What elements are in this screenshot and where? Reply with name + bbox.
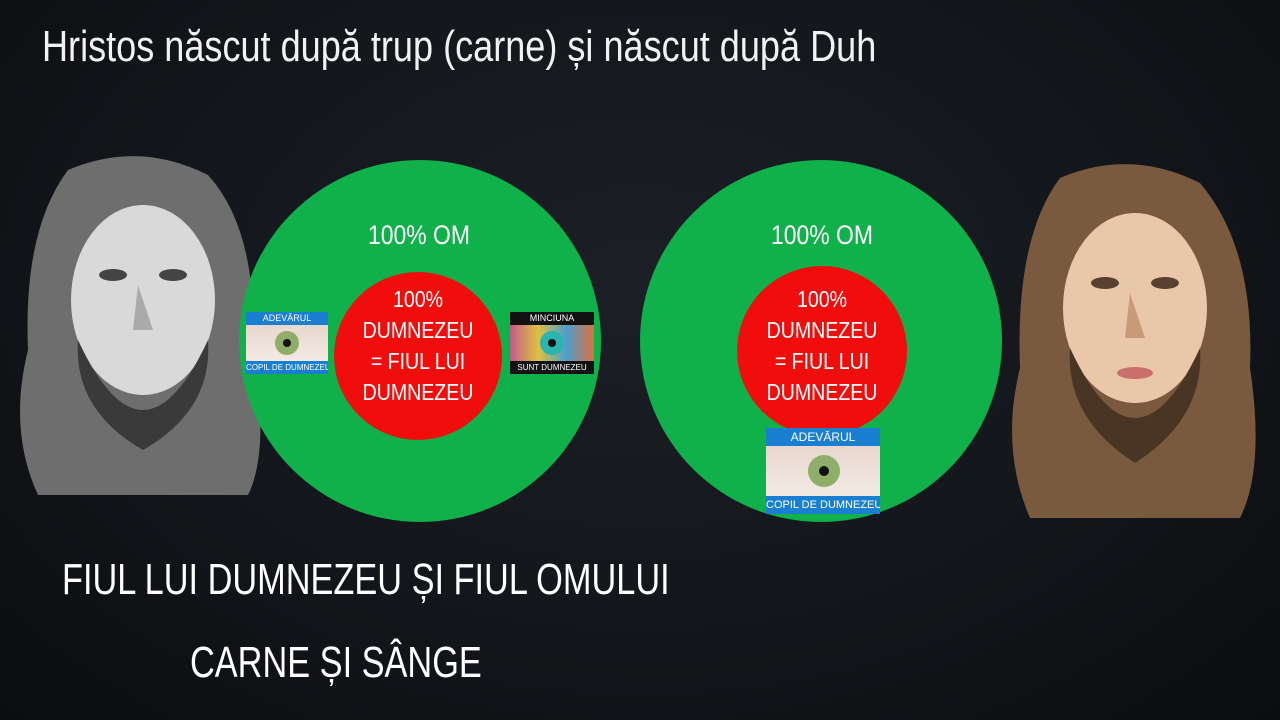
jesus-portrait-color bbox=[1012, 164, 1256, 518]
inner-line: 100% bbox=[392, 286, 443, 312]
inner-circle-god bbox=[334, 272, 502, 440]
caption-line-1: FIUL LUI DUMNEZEU ȘI FIUL OMULUI bbox=[62, 555, 670, 604]
eye-image bbox=[766, 446, 880, 496]
inner-line: = FIUL LUI bbox=[370, 348, 466, 374]
inner-line: DUMNEZEU bbox=[766, 379, 878, 405]
inner-line: DUMNEZEU bbox=[766, 317, 878, 343]
slide-title: Hristos născut după trup (carne) și născ… bbox=[42, 22, 877, 71]
card-bottom-label: SUNT DUMNEZEU bbox=[510, 361, 594, 374]
iris bbox=[275, 331, 299, 355]
lie-card: MINCIUNA SUNT DUMNEZEU bbox=[510, 312, 594, 374]
inner-line: = FIUL LUI bbox=[774, 348, 870, 374]
iris bbox=[540, 331, 564, 355]
card-top-label: MINCIUNA bbox=[510, 312, 594, 325]
inner-circle-god bbox=[737, 266, 907, 436]
caption-line-2: CARNE ȘI SÂNGE bbox=[190, 638, 482, 687]
outer-label: 100% OM bbox=[770, 220, 874, 250]
outer-label: 100% OM bbox=[367, 220, 471, 250]
inner-line: DUMNEZEU bbox=[362, 379, 474, 405]
inner-line: 100% bbox=[796, 286, 847, 312]
eye-image bbox=[510, 325, 594, 361]
card-bottom-label: COPIL DE DUMNEZEU bbox=[246, 361, 328, 374]
truth-card: ADEVĂRUL COPIL DE DUMNEZEU bbox=[246, 312, 328, 374]
inner-label: 100% DUMNEZEU = FIUL LUI DUMNEZEU bbox=[754, 284, 890, 408]
eye-image bbox=[246, 325, 328, 361]
card-top-label: ADEVĂRUL bbox=[766, 428, 880, 446]
inner-label: 100% DUMNEZEU = FIUL LUI DUMNEZEU bbox=[350, 284, 486, 408]
card-top-label: ADEVĂRUL bbox=[246, 312, 328, 325]
truth-card: ADEVĂRUL COPIL DE DUMNEZEU bbox=[766, 428, 880, 514]
jesus-portrait-grayscale bbox=[20, 156, 261, 495]
card-bottom-label: COPIL DE DUMNEZEU bbox=[766, 496, 880, 514]
iris bbox=[808, 455, 840, 487]
inner-line: DUMNEZEU bbox=[362, 317, 474, 343]
